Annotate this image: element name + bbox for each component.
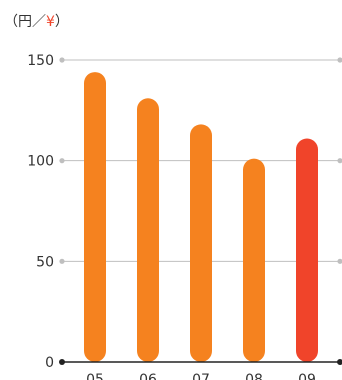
unit-label-yen: ¥ xyxy=(46,14,55,30)
gridline-dot-right-150 xyxy=(337,57,342,63)
y-tick-label-100: 100 xyxy=(27,154,54,170)
unit-label-open: （円／ xyxy=(4,14,46,30)
y-tick-label-150: 150 xyxy=(27,53,54,69)
tick-labels: 0 50 100 150 05 06 07 08 09 xyxy=(27,53,316,380)
x-tick-label-05: 05 xyxy=(86,372,104,380)
y-tick-label-0: 0 xyxy=(45,355,54,371)
gridline-dot-right-100 xyxy=(337,158,342,164)
unit-label: （円／¥） xyxy=(4,14,69,30)
y-tick-label-50: 50 xyxy=(36,254,54,270)
bar-08 xyxy=(243,158,265,362)
gridline-dot-left-50 xyxy=(59,258,65,264)
x-tick-label-07: 07 xyxy=(192,372,210,380)
bar-09 xyxy=(296,138,318,362)
gridline-dot-left-150 xyxy=(59,57,65,63)
x-tick-label-08: 08 xyxy=(245,372,263,380)
gridlines xyxy=(59,57,342,365)
bar-05 xyxy=(84,72,106,362)
x-tick-label-06: 06 xyxy=(139,372,157,380)
x-tick-label-09: 09 xyxy=(298,372,316,380)
bar-06 xyxy=(137,98,159,363)
bar-07 xyxy=(190,124,212,362)
bars xyxy=(84,72,318,363)
gridline-dot-left-100 xyxy=(59,158,65,164)
gridline-dot-right-50 xyxy=(337,258,342,264)
unit-label-close: ） xyxy=(55,14,69,30)
